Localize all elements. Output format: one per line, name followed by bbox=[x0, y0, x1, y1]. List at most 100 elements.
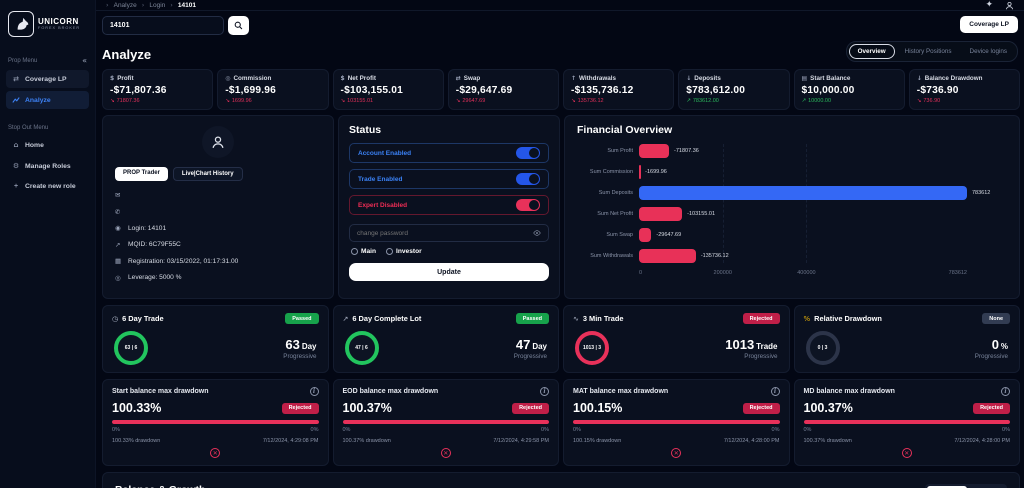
search-button[interactable] bbox=[228, 16, 249, 35]
status-badge: Rejected bbox=[742, 402, 780, 414]
profile-panel: PROP Trader Live|Chart History ✉ ✆ ◉ Logi… bbox=[102, 115, 334, 299]
circled-x-icon[interactable]: ✕ bbox=[440, 448, 451, 458]
chart-bar-row: -103155.01 bbox=[639, 207, 967, 221]
sparkle-theme-icon[interactable]: ✦ bbox=[985, 0, 993, 10]
sidebar-item-coverage-lp[interactable]: ⇄ Coverage LP bbox=[6, 70, 89, 88]
status-title: Status bbox=[349, 124, 382, 136]
trade-enabled-toggle[interactable] bbox=[516, 173, 540, 185]
progress-ring: 63 | 6 bbox=[114, 331, 148, 365]
chart-value-label: -71807.36 bbox=[674, 148, 699, 154]
activity-icon: ∿ bbox=[573, 314, 579, 323]
timestamp: 7/12/2024, 4:28:00 PM bbox=[954, 438, 1010, 444]
balance-growth-toggle: balance growth bbox=[925, 484, 1007, 488]
breadcrumb-account-id[interactable]: 14101 bbox=[177, 1, 196, 9]
prop-trader-badge[interactable]: PROP Trader bbox=[115, 167, 168, 181]
chevron-right-icon: › bbox=[106, 1, 109, 9]
status-badge: Rejected bbox=[512, 402, 549, 414]
sidebar-item-manage-roles[interactable]: ⚙ Manage Roles bbox=[12, 162, 71, 170]
drawdown-cards-row: Start balance max drawdown i 100.33% Rejec… bbox=[102, 379, 1020, 466]
progress-ring: 1013 | 3 bbox=[575, 331, 609, 365]
status-panel: Status Account Enabled Trade Enabled Exp… bbox=[338, 115, 560, 299]
chart-category-label: Sum Profit bbox=[607, 148, 633, 154]
radio-main[interactable]: Main bbox=[351, 248, 376, 255]
timestamp: 7/12/2024, 4:28:00 PM bbox=[723, 438, 780, 444]
eye-icon[interactable] bbox=[533, 229, 541, 237]
stat-card-net-profit: $ Net Profit -$103,155.01 ↘ 103155.01 bbox=[332, 69, 444, 110]
livechart-history-badge[interactable]: Live|Chart History bbox=[172, 167, 243, 181]
drawdown-card-md-balance: MD balance max drawdown i 100.37% Rejected… bbox=[793, 379, 1020, 466]
commission-icon: ◎ bbox=[225, 75, 231, 82]
drawdown-progress-bar bbox=[573, 420, 780, 424]
change-password-input[interactable] bbox=[357, 229, 533, 237]
trend-down-icon: ↘ bbox=[455, 98, 461, 104]
tab-overview[interactable]: Overview bbox=[848, 44, 895, 59]
profile-phone-row: ✆ bbox=[115, 208, 321, 216]
trade-enabled-row: Trade Enabled bbox=[349, 169, 549, 189]
home-icon: ⌂ bbox=[13, 141, 19, 149]
collapse-sidebar-icon[interactable]: « bbox=[82, 56, 87, 65]
timestamp: 7/12/2024, 4:29:08 PM bbox=[262, 438, 319, 444]
stat-card-deposits: ↓ Deposits $783,612.00 ↗ 783612.00 bbox=[678, 69, 790, 110]
brand-logo: UNICORN FOREX BROKER bbox=[6, 0, 89, 48]
info-icon[interactable]: i bbox=[770, 387, 780, 396]
chart-gridline bbox=[722, 144, 724, 263]
progress-ring: 47 | 6 bbox=[344, 331, 379, 365]
chart-bar-row: -71807.36 bbox=[639, 144, 967, 158]
user-icon: ◉ bbox=[115, 224, 121, 232]
chart-bar-row: 783612 bbox=[639, 186, 990, 200]
chart-value-label: -103155.01 bbox=[687, 211, 716, 217]
financial-overview-panel: Financial Overview Sum Profit Sum Commiss… bbox=[564, 115, 1020, 299]
financial-chart-categories: Sum Profit Sum Commission Sum Deposits Sum … bbox=[577, 144, 639, 280]
financial-overview-title: Financial Overview bbox=[577, 124, 673, 136]
chart-bar bbox=[639, 228, 652, 242]
sidebar-item-home[interactable]: ⌂ Home bbox=[13, 141, 44, 149]
update-button[interactable]: Update bbox=[349, 263, 549, 281]
chart-axis-tick: 200000 bbox=[713, 270, 732, 276]
circled-x-icon[interactable]: ✕ bbox=[901, 448, 912, 458]
chart-value-label: -135736.12 bbox=[700, 253, 729, 259]
circled-x-icon[interactable]: ✕ bbox=[671, 448, 682, 458]
info-icon[interactable]: i bbox=[309, 387, 319, 396]
stop-out-menu-label: Stop Out Menu bbox=[8, 125, 49, 131]
sidebar-item-analyze[interactable]: Analyze bbox=[6, 91, 89, 109]
status-badge: None bbox=[982, 313, 1010, 324]
chevron-right-icon: › bbox=[141, 1, 145, 9]
trade-card-6-day-trade: ◷ 6 Day Trade Passed 63 | 6 63 Day Progr… bbox=[102, 305, 329, 373]
info-icon[interactable]: i bbox=[1001, 387, 1010, 396]
chart-value-label: -29647.69 bbox=[656, 232, 682, 238]
profile-leverage-row: ◎ Leverage: 5000 % bbox=[115, 273, 182, 282]
chart-bar-row: -135736.12 bbox=[639, 249, 967, 263]
sidebar-item-create-new-role[interactable]: + Create new role bbox=[13, 183, 76, 190]
profile-login-row: ◉ Login: 14101 bbox=[115, 224, 167, 232]
avatar bbox=[202, 126, 234, 158]
profile-mqid-row: ↗ MQID: 6C79F55C bbox=[115, 240, 181, 249]
chevron-right-icon: › bbox=[170, 1, 173, 9]
plus-icon: + bbox=[13, 183, 19, 190]
user-account-icon[interactable] bbox=[1005, 1, 1014, 10]
radio-investor[interactable]: Investor bbox=[386, 248, 422, 255]
coverage-lp-button[interactable]: Coverage LP bbox=[960, 16, 1018, 33]
expert-disabled-toggle[interactable] bbox=[516, 199, 540, 211]
breadcrumb-analyze[interactable]: Analyze bbox=[113, 1, 137, 9]
search-input[interactable] bbox=[102, 16, 224, 35]
stat-card-swap: ⇄ Swap -$29,647.69 ↘ 29647.69 bbox=[447, 69, 559, 110]
radio-circle-icon bbox=[351, 248, 358, 255]
trade-card-relative-drawdown: % Relative Drawdown None 0 | 3 0 % Progr… bbox=[793, 305, 1020, 373]
chart-icon bbox=[12, 96, 20, 104]
timestamp: 7/12/2024, 4:29:58 PM bbox=[493, 438, 549, 444]
status-badge: Rejected bbox=[973, 402, 1010, 414]
stat-card-withdrawals: ↑ Withdrawals -$135,736.12 ↘ 135736.12 bbox=[563, 69, 675, 110]
circled-x-icon[interactable]: ✕ bbox=[210, 448, 221, 458]
info-icon[interactable]: i bbox=[540, 387, 549, 396]
brand-tagline: FOREX BROKER bbox=[38, 26, 81, 31]
toggle-balance[interactable]: balance bbox=[927, 486, 968, 488]
chart-bar-row: -1699.96 bbox=[639, 165, 967, 179]
percent-icon: % bbox=[803, 314, 811, 323]
breadcrumb-login[interactable]: Login bbox=[149, 1, 166, 9]
stats-row: $ Profit -$71,807.36 ↘ 71807.36 ◎ Commissio… bbox=[102, 69, 1020, 110]
tab-device-logins[interactable]: Device logins bbox=[969, 48, 1007, 55]
account-enabled-toggle[interactable] bbox=[516, 147, 540, 159]
trend-down-icon: ↘ bbox=[340, 98, 346, 104]
tab-history-positions[interactable]: History Positions bbox=[904, 48, 952, 55]
radio-circle-icon bbox=[386, 248, 394, 255]
